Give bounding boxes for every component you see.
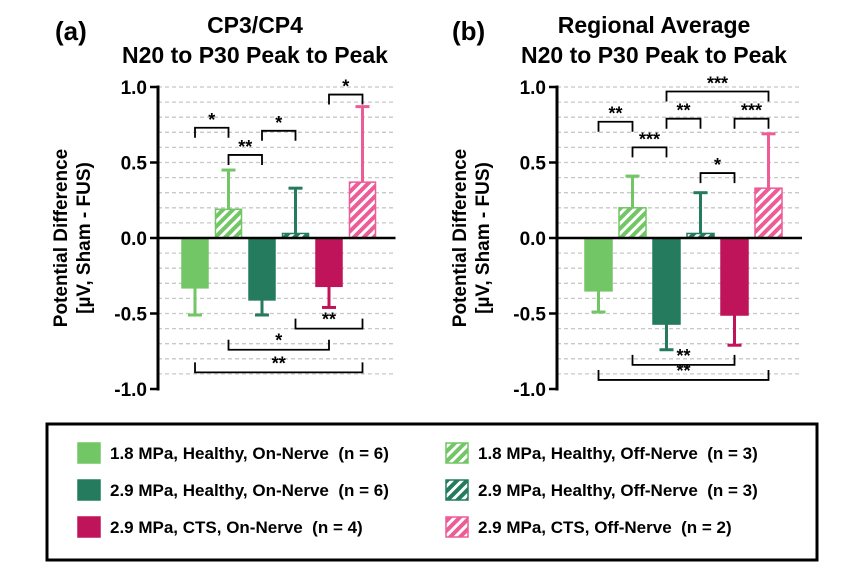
significance-label-b: *** xyxy=(707,74,728,94)
legend-label-1: 1.8 MPa, Healthy, On-Nerve (n = 6) xyxy=(110,444,389,463)
significance-bracket-b xyxy=(699,172,736,184)
y-tick-label-b: 1.0 xyxy=(520,78,546,99)
significance-label-b: ** xyxy=(676,101,690,121)
significance-bracket-b xyxy=(665,117,702,129)
significance-label-a: ** xyxy=(238,137,252,157)
bar-a-5 xyxy=(315,237,343,288)
significance-bracket-b xyxy=(631,354,736,366)
panel-label-b: (b) xyxy=(452,16,485,46)
y-axis-label-b-line1: Potential Difference xyxy=(450,149,471,327)
y-tick-label-b: 0.5 xyxy=(520,154,547,175)
chart-title-b-line1: Regional Average xyxy=(558,12,751,38)
bar-b-1 xyxy=(584,237,613,292)
significance-bracket-a xyxy=(328,93,364,105)
y-axis-b: -1.0 -0.5 0.0 0.5 1.0 xyxy=(513,78,802,401)
significance-bracket-b xyxy=(597,120,634,132)
bars-a xyxy=(181,181,377,301)
chart-title-b-line2: N20 to P30 Peak to Peak xyxy=(521,42,787,68)
significance-bracket-a xyxy=(194,126,230,138)
significance-label-b: ** xyxy=(676,346,690,366)
significance-bracket-a xyxy=(194,362,364,374)
significance-label-a: ** xyxy=(272,353,286,373)
y-tick-label-b: -0.5 xyxy=(513,305,546,326)
y-tick-label-b: 0.0 xyxy=(520,229,546,250)
significance-bracket-b xyxy=(733,117,770,129)
bar-b-3 xyxy=(652,237,681,325)
bar-a-3 xyxy=(248,237,276,301)
y-tick-label-a: -1.0 xyxy=(114,380,147,401)
y-tick-label-b: -1.0 xyxy=(513,380,546,401)
bar-b-2 xyxy=(618,207,647,239)
significance-label-b: *** xyxy=(741,101,762,121)
legend-swatch-5 xyxy=(77,516,101,538)
y-axis-a: -1.0 -0.5 0.0 0.5 1.0 xyxy=(114,78,396,401)
error-bars-b xyxy=(591,132,776,352)
significance-label-b: *** xyxy=(639,129,660,149)
significance-b: ****************** xyxy=(597,74,770,381)
legend-swatch-2 xyxy=(445,442,469,464)
significance-label-a: * xyxy=(275,331,282,351)
panel-label-a: (a) xyxy=(55,16,87,46)
significance-bracket-a xyxy=(227,154,263,165)
y-tick-label-a: -0.5 xyxy=(114,305,147,326)
legend-label-2: 1.8 MPa, Healthy, Off-Nerve (n = 3) xyxy=(478,444,758,463)
significance-label-b: * xyxy=(714,155,721,175)
y-tick-label-a: 0.5 xyxy=(121,154,148,175)
significance-label-a: * xyxy=(275,113,282,133)
significance-bracket-b xyxy=(597,369,770,381)
legend-label-3: 2.9 MPa, Healthy, On-Nerve (n = 6) xyxy=(110,481,389,500)
legend-label-4: 2.9 MPa, Healthy, Off-Nerve (n = 3) xyxy=(478,481,758,500)
significance-label-a: ** xyxy=(322,310,336,330)
legend-swatch-6 xyxy=(445,516,469,538)
y-axis-label-a-line2: [µV, Sham - FUS) xyxy=(74,162,95,314)
legend: 1.8 MPa, Healthy, On-Nerve (n = 6) 1.8 MP… xyxy=(45,422,819,562)
significance-label-b: ** xyxy=(608,104,622,124)
legend-swatch-1 xyxy=(77,442,101,464)
error-bars-a xyxy=(188,105,370,317)
bars-b xyxy=(584,187,783,325)
chart-panel-b: (b) Regional Average N20 to P30 Peak to … xyxy=(450,12,802,401)
chart-title-a-line2: N20 to P30 Peak to Peak xyxy=(122,42,388,68)
chart-panel-a: (a) CP3/CP4 N20 to P30 Peak to Peak Pote… xyxy=(51,12,396,401)
significance-bracket-a xyxy=(261,129,297,141)
bar-b-5 xyxy=(720,237,749,316)
significance-label-b: ** xyxy=(676,361,690,381)
bar-a-1 xyxy=(181,237,209,289)
y-axis-label-a-line1: Potential Difference xyxy=(51,149,72,327)
legend-box xyxy=(45,422,819,562)
significance-label-a: * xyxy=(342,77,349,97)
significance-bracket-a xyxy=(227,339,330,351)
y-tick-label-a: 0.0 xyxy=(121,229,147,250)
bar-b-6 xyxy=(754,187,783,239)
bar-a-6 xyxy=(348,181,377,239)
legend-swatch-4 xyxy=(445,479,469,501)
y-tick-label-a: 1.0 xyxy=(121,78,147,99)
legend-swatch-3 xyxy=(77,479,101,501)
legend-items: 1.8 MPa, Healthy, On-Nerve (n = 6) 1.8 MP… xyxy=(77,442,758,538)
significance-bracket-a xyxy=(294,318,364,330)
significance-label-a: * xyxy=(208,110,215,130)
significance-bracket-b xyxy=(631,146,668,158)
legend-label-6: 2.9 MPa, CTS, Off-Nerve (n = 2) xyxy=(478,518,732,537)
significance-bracket-b xyxy=(665,90,770,102)
y-axis-label-b-line2: [µV, Sham - FUS) xyxy=(473,162,494,314)
significance-a: ********** xyxy=(194,77,364,374)
bar-a-2 xyxy=(214,208,243,239)
legend-label-5: 2.9 MPa, CTS, On-Nerve (n = 4) xyxy=(110,518,363,537)
chart-title-a-line1: CP3/CP4 xyxy=(207,12,303,38)
